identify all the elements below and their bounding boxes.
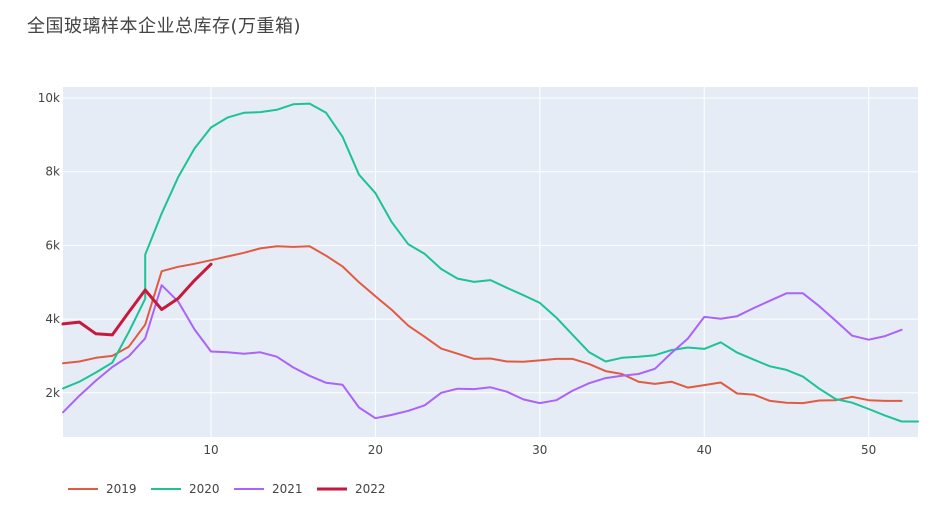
- y-tick-label: 4k: [45, 312, 60, 326]
- y-tick-label: 8k: [45, 165, 60, 179]
- y-tick-label: 10k: [38, 91, 60, 105]
- x-tick-label: 30: [532, 443, 547, 457]
- y-tick-label: 2k: [45, 386, 60, 400]
- legend-label-2020[interactable]: 2020: [189, 482, 220, 496]
- series-line-2020[interactable]: [62, 102, 919, 423]
- axis-layer: 2k 4k 6k 8k 10k 10 20 30 40 50: [38, 91, 877, 457]
- grid-layer: [63, 87, 918, 437]
- series-line-2019[interactable]: [62, 245, 903, 405]
- series-layer: [61, 102, 919, 423]
- legend-label-2021[interactable]: 2021: [272, 482, 303, 496]
- y-tick-label: 6k: [45, 238, 60, 252]
- chart-title: 全国玻璃样本企业总库存(万重箱): [27, 16, 302, 37]
- plot-background: [63, 87, 918, 437]
- x-tick-label: 10: [203, 443, 218, 457]
- x-tick-label: 50: [861, 443, 876, 457]
- x-tick-label: 40: [697, 443, 712, 457]
- series-line-2021[interactable]: [62, 284, 903, 420]
- legend: 2019 2020 2021 2022: [68, 482, 386, 496]
- legend-label-2022[interactable]: 2022: [355, 482, 386, 496]
- legend-label-2019[interactable]: 2019: [106, 482, 137, 496]
- x-tick-label: 20: [368, 443, 383, 457]
- series-line-2022[interactable]: [61, 262, 213, 337]
